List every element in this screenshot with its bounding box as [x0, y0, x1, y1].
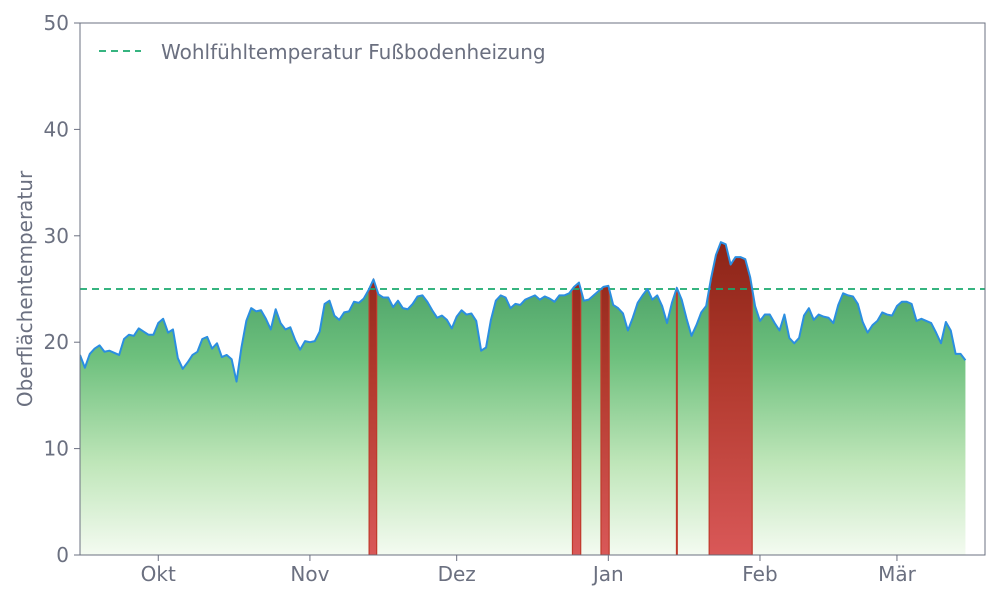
x-axis: Okt Nov Dez Jan Feb Mär: [141, 555, 917, 586]
x-tick-label: Feb: [742, 562, 777, 586]
series-line: [80, 241, 967, 383]
plot-frame: [79, 22, 986, 556]
x-tick-label: Okt: [141, 562, 176, 586]
y-axis: 0 10 20 30 40 50: [44, 11, 80, 567]
y-tick-label: 30: [44, 224, 69, 248]
y-tick-label: 0: [56, 543, 69, 567]
legend: Wohlfühltemperatur Fußbodenheizung: [99, 40, 546, 64]
x-tick-label: Nov: [290, 562, 329, 586]
x-tick-label: Dez: [438, 562, 476, 586]
y-axis-title: Oberflächentemperatur: [13, 170, 37, 407]
y-tick-label: 20: [44, 330, 69, 354]
y-tick-label: 50: [44, 11, 69, 35]
legend-label-reference: Wohlfühltemperatur Fußbodenheizung: [161, 40, 546, 64]
y-tick-label: 10: [44, 437, 69, 461]
x-tick-label: Jan: [591, 562, 624, 586]
y-tick-label: 40: [44, 117, 69, 141]
x-tick-label: Mär: [878, 562, 917, 586]
